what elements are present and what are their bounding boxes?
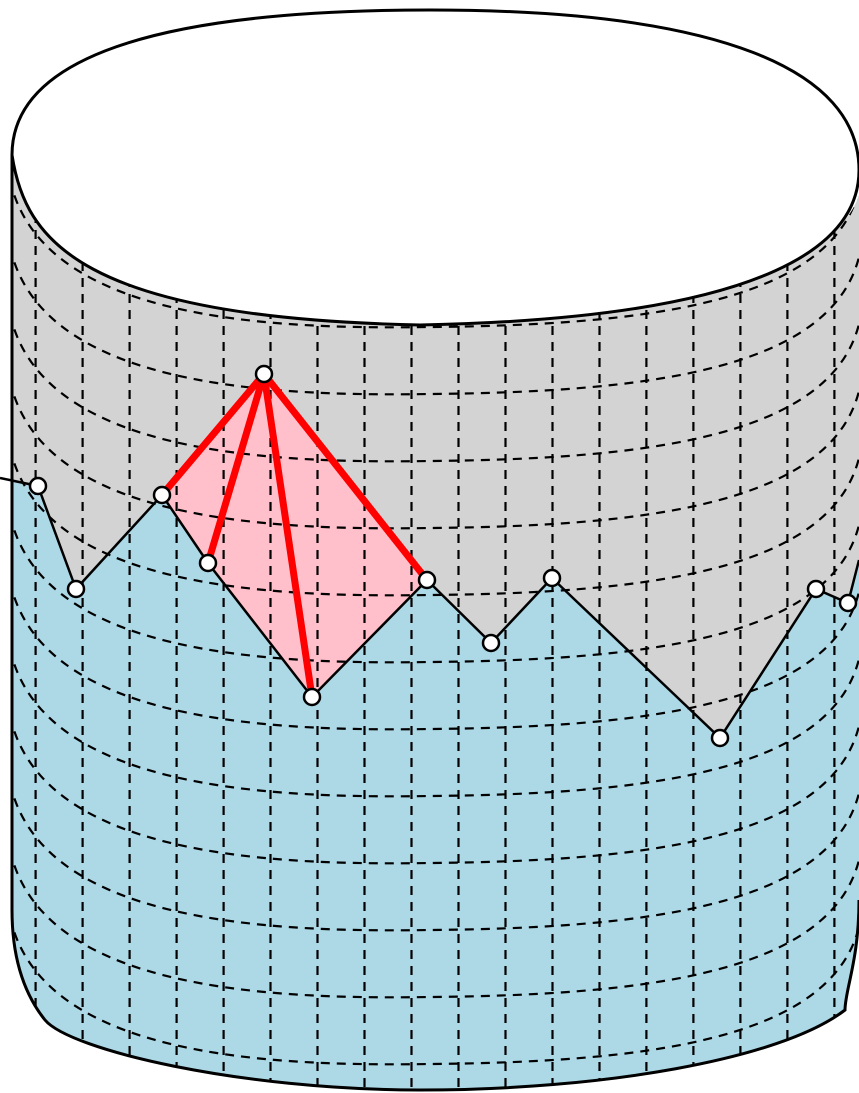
highlight-region	[162, 374, 427, 697]
highlight-edge	[158, 370, 268, 499]
grid-ring	[12, 447, 859, 597]
boundary-vertex	[806, 579, 826, 599]
boundary-vertex	[152, 485, 172, 505]
lower-surface	[12, 478, 859, 1090]
grid-ring	[12, 179, 859, 329]
boundary-vertex	[481, 633, 501, 653]
boundary-vertex	[710, 728, 730, 748]
grid-ring	[12, 715, 859, 865]
grid-ring	[12, 313, 859, 463]
boundary-vertex	[66, 579, 86, 599]
boundary-vertex	[838, 593, 858, 613]
grid-ring	[12, 581, 859, 731]
grid-ring	[12, 380, 859, 530]
boundary-vertex	[417, 570, 437, 590]
vertex-markers	[28, 364, 858, 748]
boundary-vertex	[542, 568, 562, 588]
highlight-edge	[260, 370, 431, 584]
cylinder-outline	[10, 155, 859, 1092]
grid-ring	[12, 916, 859, 1066]
grid-ring	[12, 246, 859, 396]
highlight-edge	[260, 370, 316, 701]
grid-ring	[12, 648, 859, 798]
boundary-vertex	[302, 687, 322, 707]
cylinder-top-cap	[10, 8, 859, 327]
boundary-vertex	[198, 553, 218, 573]
apex-vertex	[254, 364, 274, 384]
grid-ring	[12, 782, 859, 932]
boundary-vertex	[28, 476, 48, 496]
highlight-edges	[158, 370, 431, 701]
highlight-edge	[204, 370, 268, 567]
grid-ring	[12, 849, 859, 999]
grid-ring	[12, 514, 859, 664]
